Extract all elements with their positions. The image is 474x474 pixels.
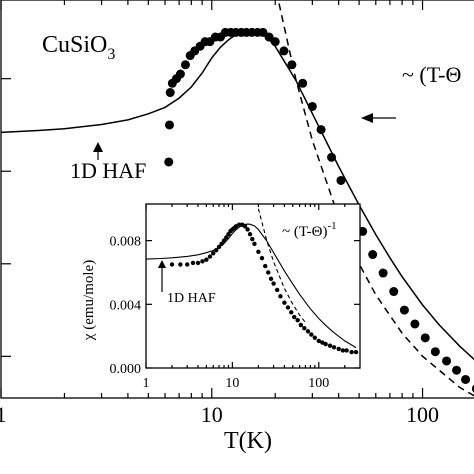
data-point [368, 250, 377, 259]
data-point [295, 318, 299, 322]
data-point [181, 60, 190, 69]
data-point [170, 262, 174, 266]
data-point [327, 153, 336, 162]
data-point [323, 342, 327, 346]
data-point [286, 305, 290, 309]
data-point [204, 258, 208, 262]
data-point [332, 345, 336, 349]
y-tick-label: 0.000 [110, 362, 142, 377]
data-point [344, 348, 348, 352]
y-tick-label: 0.004 [110, 298, 142, 313]
main-curie-label: ~ (T-Θ [402, 62, 461, 87]
y-tick-label: 0.008 [110, 235, 142, 250]
data-point [410, 319, 419, 328]
x-axis-label: T(K) [224, 428, 272, 454]
data-point [292, 315, 296, 319]
main-haf-label: 1D HAF [70, 158, 146, 183]
data-point [250, 237, 254, 241]
data-point [421, 333, 430, 342]
data-point [287, 60, 296, 69]
data-point [442, 356, 451, 365]
x-tick-label: 100 [308, 376, 329, 391]
data-point [196, 261, 200, 265]
data-point [452, 366, 461, 375]
data-point [431, 347, 440, 356]
data-point [176, 70, 185, 79]
data-point [279, 46, 288, 55]
data-point [191, 261, 195, 265]
data-point [178, 262, 182, 266]
main-haf-arrowhead [93, 142, 103, 152]
data-point [336, 176, 345, 185]
data-point [461, 375, 470, 384]
data-point [313, 336, 317, 340]
data-point [298, 79, 307, 88]
data-point [275, 288, 279, 292]
data-point [271, 281, 275, 285]
data-point [306, 329, 310, 333]
data-point [260, 256, 264, 260]
data-point [289, 310, 293, 314]
data-point [328, 344, 332, 348]
x-tick-label: 1 [0, 402, 7, 427]
data-point [164, 157, 173, 166]
data-point [317, 125, 326, 134]
data-point [309, 332, 313, 336]
x-tick-label: 10 [201, 402, 223, 427]
data-point [349, 350, 353, 354]
data-point [256, 250, 260, 254]
data-point [379, 269, 388, 278]
x-tick-label: 100 [406, 402, 439, 427]
data-point [282, 301, 286, 305]
x-tick-label: 10 [225, 376, 239, 391]
data-point [248, 232, 252, 236]
data-point [185, 262, 189, 266]
data-point [299, 323, 303, 327]
data-point [389, 287, 398, 296]
data-point [263, 264, 267, 268]
compound-label: CuSiO3 [42, 32, 115, 63]
data-point [302, 326, 306, 330]
data-point [336, 347, 340, 351]
inset-haf-label: 1D HAF [167, 291, 216, 306]
data-point [200, 259, 204, 263]
data-point [308, 102, 317, 111]
data-point [166, 88, 175, 97]
main-curie-arrowhead [361, 113, 373, 123]
data-point [252, 242, 256, 246]
data-point [266, 270, 270, 274]
data-point [269, 277, 273, 281]
data-point [165, 120, 174, 129]
data-point [245, 227, 249, 231]
data-point [341, 348, 345, 352]
x-tick-label: 1 [143, 376, 150, 391]
inset-y-axis-label: χ (emu/mole) [81, 260, 97, 341]
data-point [208, 254, 212, 258]
data-point [211, 251, 215, 255]
data-point [278, 294, 282, 298]
data-point [271, 37, 280, 46]
data-point [400, 306, 409, 315]
data-point [354, 350, 358, 354]
